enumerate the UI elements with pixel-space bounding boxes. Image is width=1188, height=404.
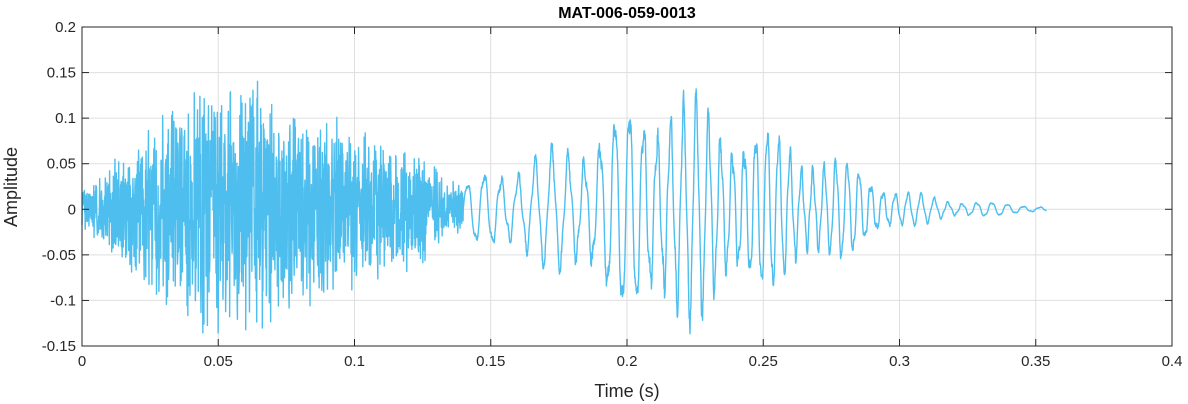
x-tick-label: 0.15 (476, 353, 505, 370)
x-tick-label: 0.2 (617, 353, 638, 370)
y-tick-label: 0.15 (47, 65, 76, 82)
y-tick-label: 0.05 (47, 156, 76, 173)
x-tick-label: 0.25 (749, 353, 778, 370)
y-axis-label: Amplitude (1, 147, 21, 227)
plot-area (81, 80, 1048, 335)
y-tick-label: -0.15 (42, 338, 76, 355)
y-tick-label: -0.1 (50, 292, 76, 309)
waveform-line (81, 80, 1048, 335)
y-tick-label: 0.1 (55, 110, 76, 127)
x-tick-label: 0.3 (889, 353, 910, 370)
chart-title: MAT-006-059-0013 (558, 5, 696, 22)
x-tick-label: 0.1 (344, 353, 365, 370)
x-tick-label: 0 (78, 353, 86, 370)
x-axis-label: Time (s) (594, 381, 659, 401)
x-tick-label: 0.35 (1021, 353, 1050, 370)
y-tick-label: -0.05 (42, 247, 76, 264)
x-tick-label: 0.4 (1162, 353, 1183, 370)
x-tick-label: 0.05 (204, 353, 233, 370)
y-tick-label: 0.2 (55, 19, 76, 36)
axis-ticks: 0 0.05 0.1 0.15 0.2 0.25 0.3 0.35 0.4 -0.15 -0.1 -0… (42, 19, 1183, 370)
y-tick-label: 0 (68, 201, 76, 218)
